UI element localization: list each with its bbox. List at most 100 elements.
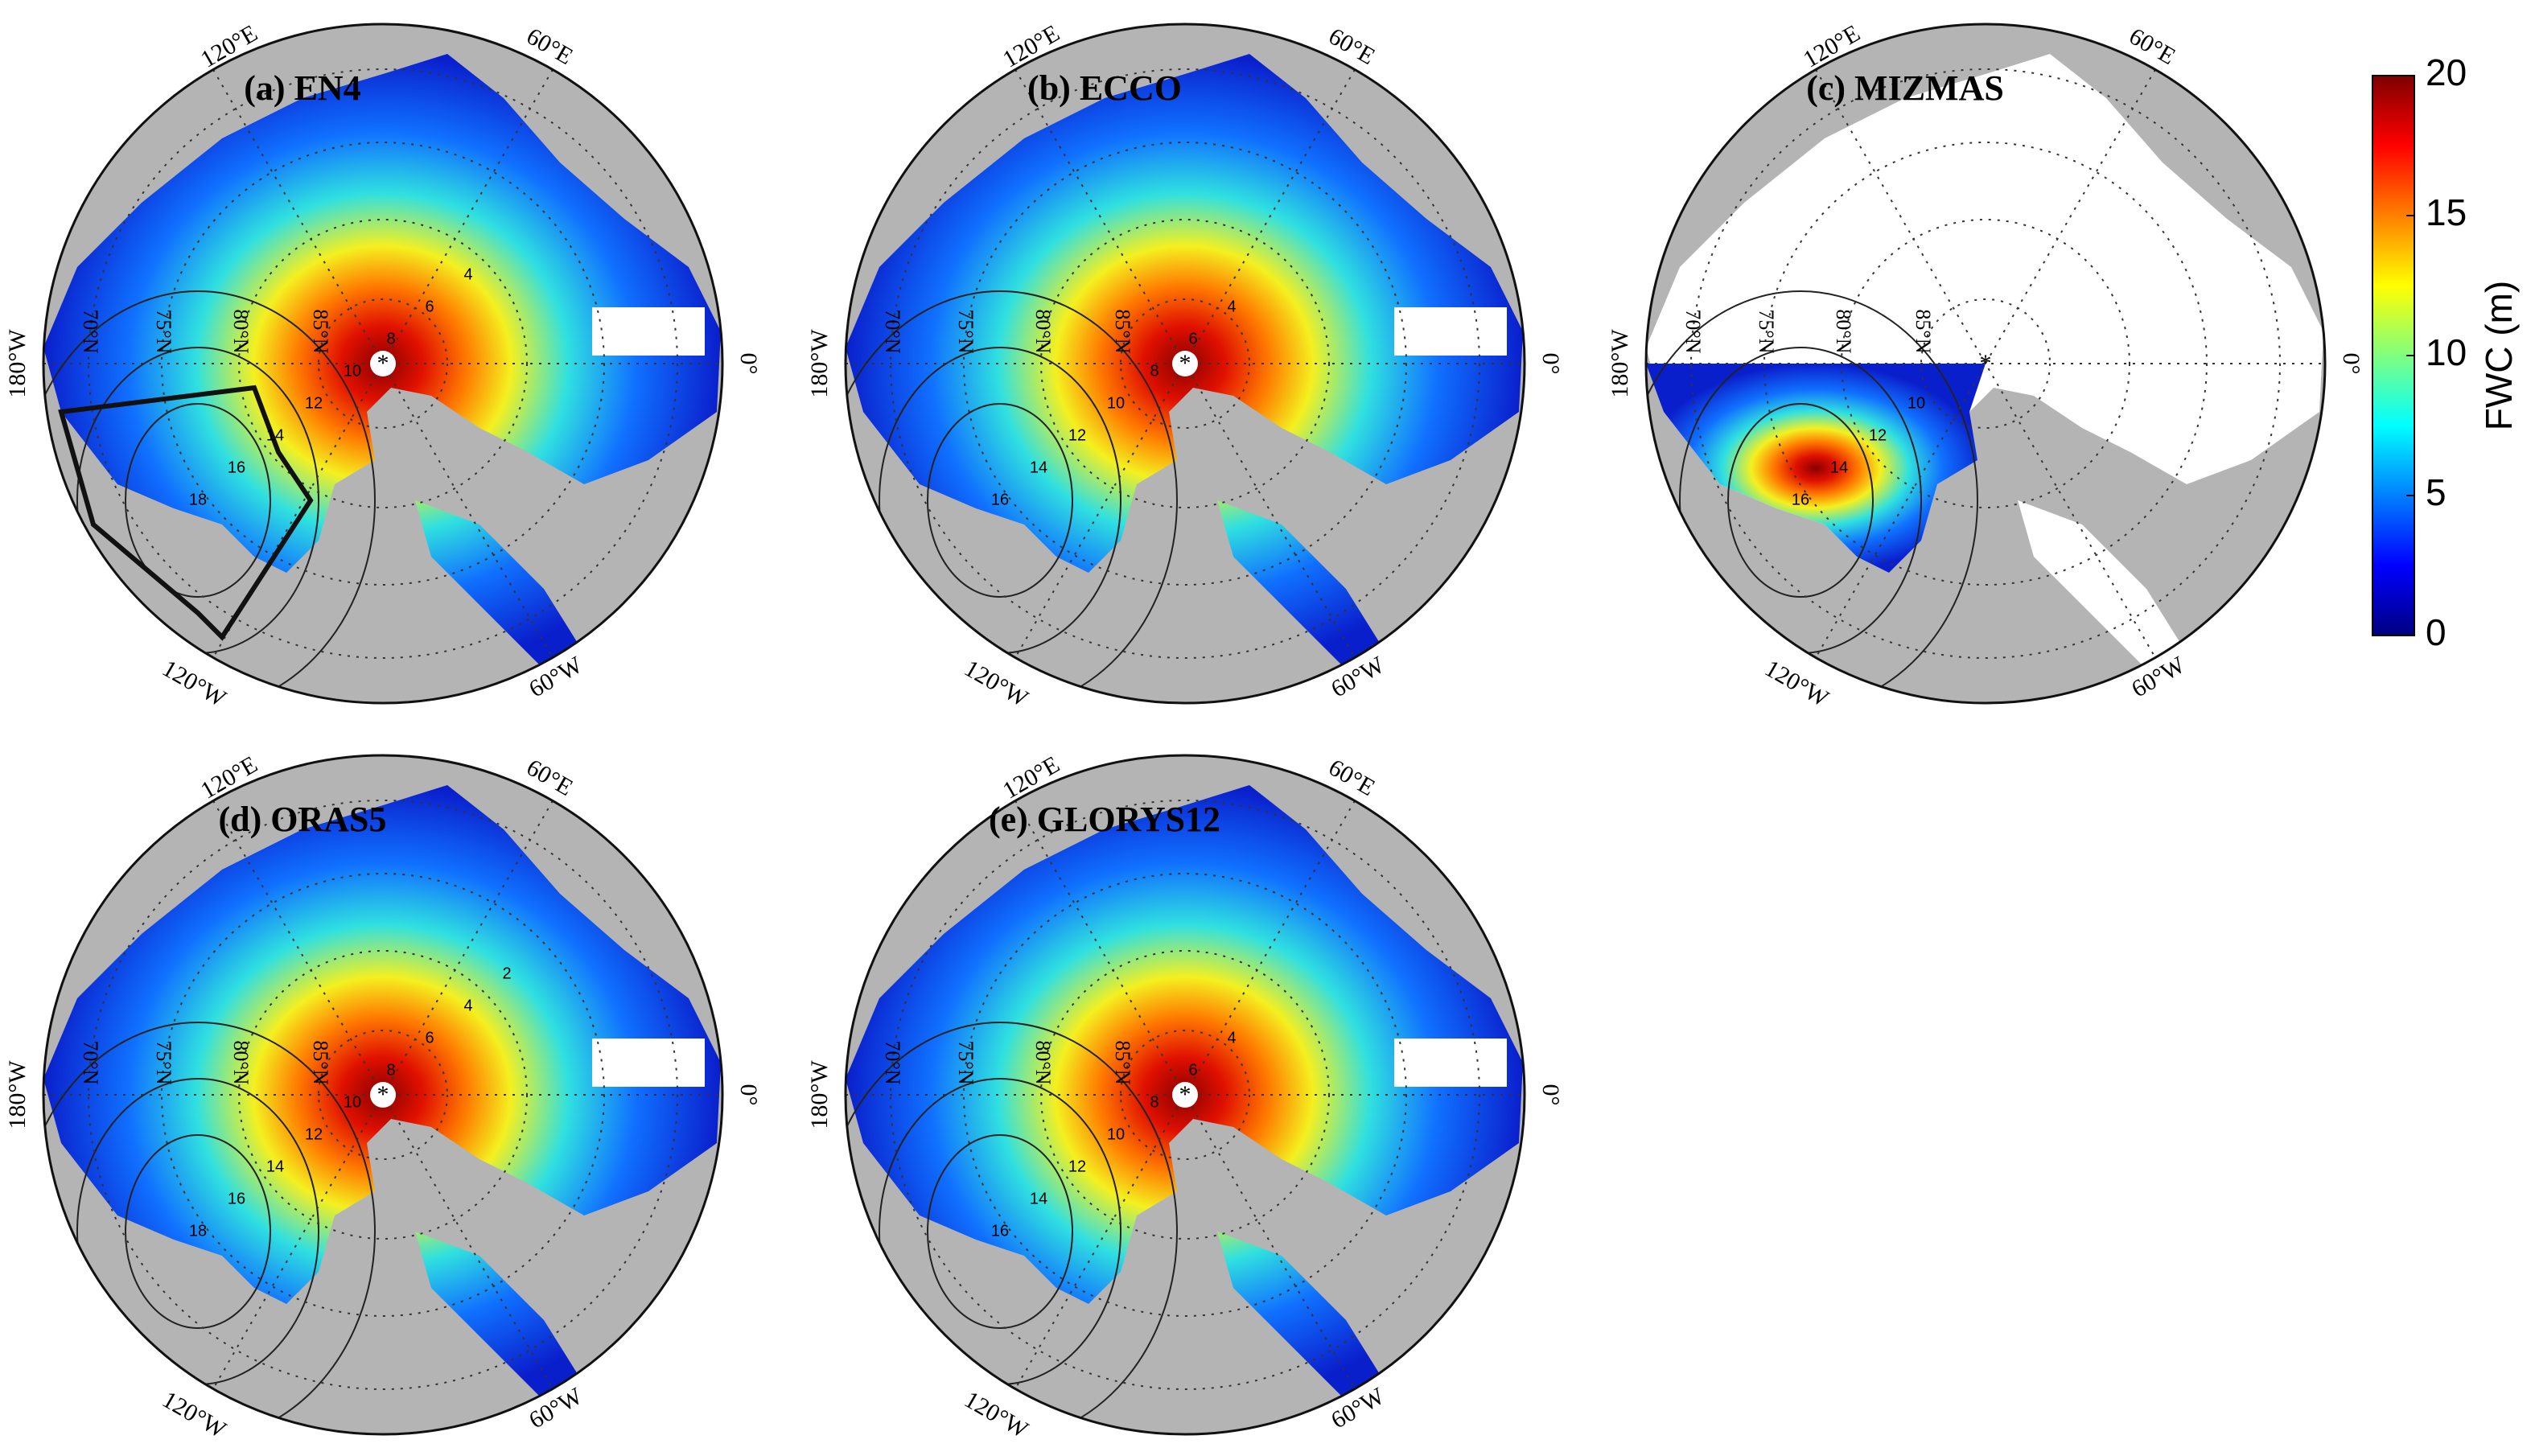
graticule [963,142,1407,586]
colorbar-tick-label: 10 [2426,331,2467,373]
contour-label: 8 [386,1061,395,1079]
contour [927,403,1073,598]
graticule [161,142,605,586]
longitude-label: 0° [735,353,762,375]
contour-label: 16 [1792,491,1809,508]
pole-star: * [377,1081,389,1108]
contour-label: 2 [502,964,511,982]
contour-label: 8 [386,330,395,348]
contour [43,1022,376,1434]
contour-label: 12 [1869,426,1887,444]
map-outline [42,754,724,1436]
contour-label: 10 [344,362,361,380]
contour-label: 4 [1227,1029,1236,1047]
latitude-label: 85°N [309,1040,332,1084]
colorbar-tick-label: 5 [2426,471,2447,513]
longitude-label: 120°W [960,1386,1033,1444]
contour [1727,403,1874,598]
map-body [1646,54,2325,703]
contour-label: 14 [266,426,284,444]
contour-label: 18 [189,491,207,508]
panel-title: (e) GLORYS12 [989,800,1220,839]
contour-label: 6 [1188,330,1197,348]
latitude-label: 75°N [152,309,175,353]
contour-label: 14 [1030,1190,1047,1207]
contour [125,1134,271,1329]
pole-star: * [1179,350,1191,376]
graticule [890,68,1480,659]
contour [43,290,376,703]
contour-label: 12 [305,394,323,412]
latitude-label: 85°N [1912,309,1935,353]
contour-label: 12 [1068,426,1086,444]
contour [125,403,271,598]
colorbar-label: FWC (m) [2478,281,2520,430]
contour-label: 6 [425,1029,434,1047]
longitude-label: 180°W [4,329,31,398]
barents-gap [1394,307,1507,356]
contour-label: 4 [1227,298,1236,315]
contour-label: 4 [463,265,472,283]
latitude-label: 85°N [1111,1040,1134,1084]
graticule [1120,1030,1250,1160]
contour-label: 4 [463,997,472,1014]
latitude-label: 80°N [1832,309,1855,353]
region-box [58,385,314,641]
graticule [318,1030,448,1160]
contour-label: 10 [1107,1125,1125,1143]
contour-label: 12 [1068,1158,1086,1175]
contour [846,290,1178,703]
latitude-label: 75°N [954,1040,977,1084]
graticule [890,800,1480,1390]
contour-label: 18 [189,1222,207,1240]
latitude-label: 75°N [152,1040,175,1084]
barents-gap [1394,1039,1507,1087]
contour-label: 16 [228,459,245,476]
map-outline [1644,23,2327,705]
pole-marker [1172,1082,1198,1108]
contour-label: 16 [991,491,1009,508]
graticule [1120,298,1250,429]
latitude-label: 80°N [229,1040,253,1084]
latitude-label: 70°N [79,1040,102,1084]
pole-marker [370,1082,396,1108]
longitude-label: 120°W [158,1386,231,1444]
panel-title: (c) MIZMAS [1806,68,2004,108]
contour-label: 6 [425,298,434,315]
latitude-label: 70°N [79,309,102,353]
contour-label: 10 [1907,394,1925,412]
contour-label: 6 [1188,1061,1197,1079]
longitude-label: 120°W [960,655,1033,713]
contour-label: 14 [266,1158,284,1175]
panel-title: (d) ORAS5 [218,800,386,839]
longitude-label: 120°W [1760,655,1833,713]
graticule [161,873,605,1317]
latitude-label: 85°N [309,309,332,353]
barents-gap [592,1039,705,1087]
graticule [88,800,678,1390]
contour-label: 8 [1150,362,1158,380]
contour-label: 16 [228,1190,245,1207]
latitude-label: 70°N [881,1040,904,1084]
longitude-label: 180°W [806,1060,833,1129]
latitude-label: 80°N [1031,1040,1055,1084]
colorbar-tick-label: 20 [2426,51,2467,93]
longitude-label: 180°W [1607,329,1633,398]
graticule [1690,68,2281,659]
contour-label: 10 [344,1093,361,1111]
contour-label: 8 [1150,1093,1158,1111]
map-outline [844,754,1526,1436]
barents-gap [592,307,705,356]
pole-star: * [377,350,389,376]
latitude-label: 75°N [954,309,977,353]
pole-star: * [1980,350,1992,376]
latitude-label: 85°N [1111,309,1134,353]
pole-star: * [1179,1081,1191,1108]
contour-label: 14 [1030,459,1047,476]
longitude-label: 0° [1537,1084,1564,1106]
